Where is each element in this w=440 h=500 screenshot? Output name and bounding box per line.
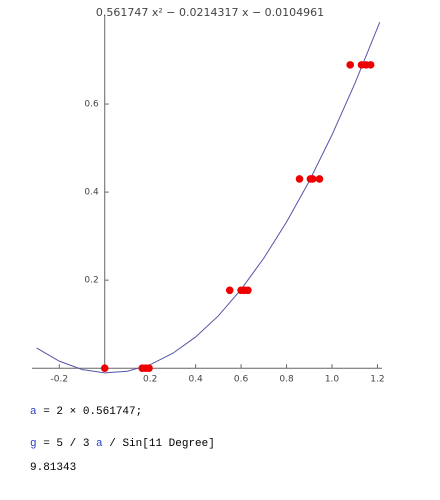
y-tick-label: 0.2 (84, 276, 98, 286)
fit-curve (36, 21, 381, 374)
data-point (346, 61, 354, 69)
x-tick-label: 0.2 (143, 375, 157, 385)
output-line: 9.81343 (30, 462, 77, 474)
data-point (315, 175, 324, 183)
data-point (295, 175, 304, 183)
code: = 5 / 3 (36, 438, 97, 450)
input-line: a = 2 × 0.561747; (30, 406, 142, 418)
data-point (244, 286, 252, 295)
x-tick-label: 1.0 (325, 375, 340, 385)
input-line: g = 5 / 3 a / Sin[11 Degree] (30, 438, 215, 450)
x-tick-label: -0.2 (50, 375, 68, 385)
data-point (145, 364, 153, 372)
variable: g (30, 438, 37, 450)
variable: a (96, 438, 103, 450)
data-point (308, 175, 317, 183)
code: = 2 × 0.561747; (36, 406, 143, 418)
data-point (225, 286, 234, 295)
x-tick-label: 0.6 (234, 375, 249, 385)
x-tick-label: 0.4 (188, 375, 203, 385)
x-tick-label: 0.8 (279, 375, 294, 385)
variable: a (30, 406, 37, 418)
x-tick-label: 1.2 (370, 375, 384, 385)
data-point (100, 364, 109, 372)
data-point (366, 61, 375, 69)
code: / Sin[11 Degree] (102, 438, 215, 450)
y-tick-label: 0.4 (84, 188, 99, 198)
y-tick-label: 0.6 (84, 100, 99, 110)
chart: 0.561747 x² − 0.0214317 x − 0.0104961 -0… (32, 6, 385, 385)
chart-title: 0.561747 x² − 0.0214317 x − 0.0104961 (96, 6, 324, 19)
